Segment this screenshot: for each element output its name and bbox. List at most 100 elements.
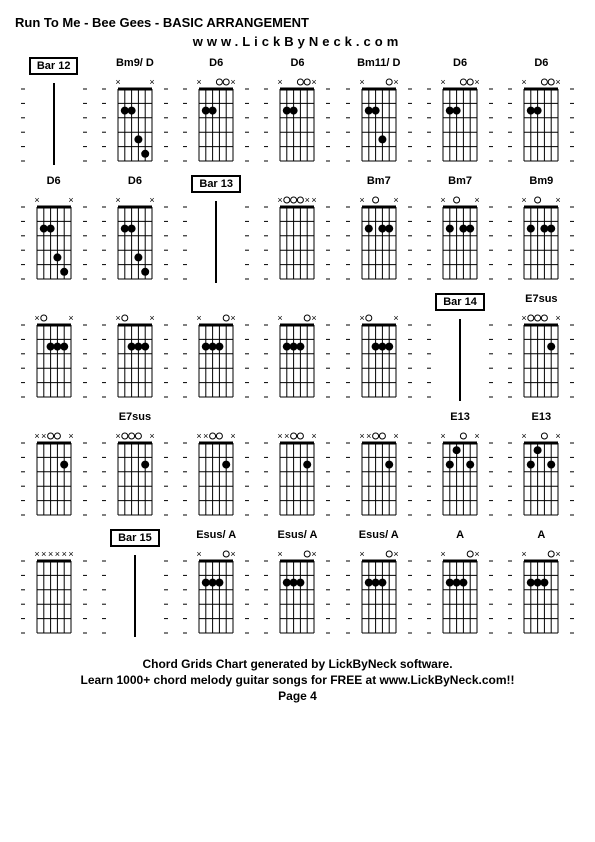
svg-text:×: ×	[556, 77, 561, 87]
chord-cell: ××	[341, 293, 417, 405]
svg-text:×: ×	[522, 431, 527, 441]
svg-text:×: ×	[231, 431, 236, 441]
chord-cell: ××××××	[16, 529, 92, 641]
svg-text:×: ×	[440, 549, 445, 559]
chord-diagram	[102, 547, 168, 641]
svg-text:×: ×	[312, 431, 317, 441]
song-title: Run To Me - Bee Gees - BASIC ARRANGEMENT	[15, 15, 580, 30]
svg-text:×: ×	[359, 431, 364, 441]
svg-text:×: ×	[149, 195, 154, 205]
chord-diagram: ××	[264, 75, 330, 169]
svg-text:×: ×	[48, 549, 53, 559]
svg-text:×: ×	[68, 431, 73, 441]
website-label: www.LickByNeck.com	[15, 34, 580, 49]
chord-name-label: E7sus	[119, 411, 151, 427]
svg-text:×: ×	[312, 77, 317, 87]
chord-cell: Bm7 ××	[341, 175, 417, 287]
svg-text:×: ×	[522, 313, 527, 323]
svg-text:×: ×	[312, 195, 317, 205]
chord-name-label: E7sus	[525, 293, 557, 309]
chord-name-label: D6	[209, 57, 223, 73]
svg-text:×: ×	[440, 431, 445, 441]
svg-text:×: ×	[393, 195, 398, 205]
svg-text:×: ×	[556, 195, 561, 205]
chord-diagram	[21, 75, 87, 169]
chord-cell: Bar 12	[16, 57, 92, 169]
svg-text:×: ×	[556, 549, 561, 559]
chord-cell: D6××	[259, 57, 335, 169]
chord-cell: Esus/ A × ×	[178, 529, 254, 641]
chord-diagram: ×××	[264, 193, 330, 287]
svg-text:×: ×	[312, 549, 317, 559]
chord-name-label: Bm7	[367, 175, 391, 191]
chord-name-label: D6	[290, 57, 304, 73]
chord-diagram: ××	[264, 311, 330, 405]
svg-text:×: ×	[366, 431, 371, 441]
chord-cell: ××	[97, 293, 173, 405]
svg-text:×: ×	[305, 195, 310, 205]
svg-text:×: ×	[522, 77, 527, 87]
chord-name-label: Bm11/ D	[357, 57, 400, 73]
svg-text:×: ×	[522, 549, 527, 559]
chord-name-label: Esus/ A	[359, 529, 399, 545]
svg-text:×: ×	[278, 77, 283, 87]
bar-marker-label: Bar 14	[435, 293, 485, 309]
svg-text:×: ×	[203, 431, 208, 441]
svg-text:×: ×	[68, 313, 73, 323]
chord-diagram: ××	[427, 547, 493, 641]
svg-text:×: ×	[54, 549, 59, 559]
chord-cell: ×××	[259, 411, 335, 523]
svg-text:×: ×	[440, 77, 445, 87]
bar-marker-label: Bar 13	[191, 175, 241, 191]
bar-marker-label: Bar 15	[110, 529, 160, 545]
svg-text:×: ×	[115, 431, 120, 441]
svg-text:×: ×	[34, 431, 39, 441]
svg-text:×: ×	[474, 431, 479, 441]
svg-text:×: ×	[68, 195, 73, 205]
chord-diagram: ××	[264, 547, 330, 641]
svg-text:×: ×	[149, 431, 154, 441]
chord-cell: A × ×	[503, 529, 579, 641]
chord-cell: ××	[178, 293, 254, 405]
chord-diagram: ×××	[21, 429, 87, 523]
svg-text:×: ×	[285, 431, 290, 441]
chord-cell: ×××	[16, 411, 92, 523]
chord-cell: A ××	[422, 529, 498, 641]
svg-text:×: ×	[34, 549, 39, 559]
chord-cell: Bar 13	[178, 175, 254, 287]
chord-name-label: A	[456, 529, 464, 545]
chord-diagram: ××	[102, 429, 168, 523]
chord-cell: Esus/ A × ×	[341, 529, 417, 641]
svg-text:×: ×	[393, 549, 398, 559]
chord-cell: Bar 14	[422, 293, 498, 405]
svg-text:×: ×	[115, 77, 120, 87]
svg-text:×: ×	[278, 313, 283, 323]
chord-name-label: Esus/ A	[196, 529, 236, 545]
svg-text:×: ×	[474, 195, 479, 205]
chord-name-label: Esus/ A	[278, 529, 318, 545]
chord-cell: E7sus××	[97, 411, 173, 523]
chord-name-label: Bm9/ D	[116, 57, 154, 73]
svg-text:×: ×	[197, 549, 202, 559]
svg-text:×: ×	[393, 77, 398, 87]
chord-cell: Bm7××	[422, 175, 498, 287]
svg-text:×: ×	[197, 77, 202, 87]
chord-name-label: A	[537, 529, 545, 545]
chord-cell: Bm9/ D××	[97, 57, 173, 169]
svg-text:×: ×	[231, 549, 236, 559]
chord-diagram: ××	[102, 311, 168, 405]
svg-text:×: ×	[359, 549, 364, 559]
chord-cell: D6 ××	[178, 57, 254, 169]
chord-diagram: ××	[346, 193, 412, 287]
footer-line-1: Chord Grids Chart generated by LickByNec…	[15, 657, 580, 671]
chord-cell: Esus/ A ××	[259, 529, 335, 641]
svg-text:×: ×	[41, 549, 46, 559]
svg-text:×: ×	[556, 313, 561, 323]
chord-diagram: ××	[183, 75, 249, 169]
svg-text:×: ×	[34, 313, 39, 323]
chord-diagram: ×××	[346, 429, 412, 523]
chord-cell: ××	[259, 293, 335, 405]
chord-name-label: D6	[47, 175, 61, 191]
chord-cell: ××	[16, 293, 92, 405]
chord-diagram: ××	[427, 193, 493, 287]
